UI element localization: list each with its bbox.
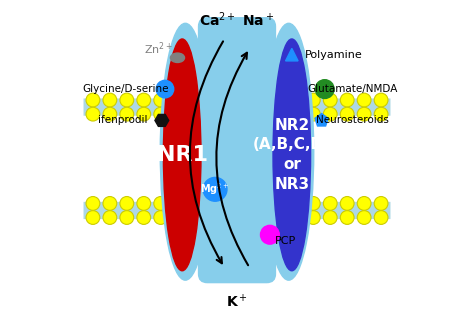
Circle shape	[255, 93, 269, 107]
Circle shape	[357, 211, 371, 224]
Circle shape	[261, 225, 279, 244]
Polygon shape	[315, 113, 328, 126]
Ellipse shape	[264, 23, 314, 280]
Circle shape	[255, 107, 269, 121]
Circle shape	[306, 197, 320, 210]
Circle shape	[171, 93, 184, 107]
Circle shape	[188, 197, 201, 210]
Circle shape	[323, 93, 337, 107]
Text: Zn$^{2+}$: Zn$^{2+}$	[144, 40, 173, 57]
Text: NR1: NR1	[157, 145, 208, 165]
Circle shape	[290, 93, 303, 107]
Circle shape	[273, 93, 286, 107]
Text: NR2
(A,B,C,D)
or
NR3: NR2 (A,B,C,D) or NR3	[253, 118, 331, 192]
Polygon shape	[155, 114, 169, 126]
FancyBboxPatch shape	[83, 99, 391, 116]
Circle shape	[255, 211, 269, 224]
Polygon shape	[285, 48, 298, 61]
Circle shape	[238, 93, 252, 107]
Circle shape	[357, 107, 371, 121]
Circle shape	[86, 107, 100, 121]
Circle shape	[357, 93, 371, 107]
Circle shape	[357, 197, 371, 210]
Circle shape	[374, 197, 388, 210]
Circle shape	[120, 93, 134, 107]
Circle shape	[103, 211, 117, 224]
Text: ifenprodil: ifenprodil	[98, 115, 147, 125]
Circle shape	[205, 93, 219, 107]
Circle shape	[154, 197, 168, 210]
Circle shape	[273, 211, 286, 224]
Ellipse shape	[273, 39, 310, 271]
Circle shape	[188, 211, 201, 224]
Circle shape	[86, 211, 100, 224]
Circle shape	[290, 211, 303, 224]
Circle shape	[86, 93, 100, 107]
Circle shape	[103, 107, 117, 121]
Circle shape	[154, 93, 168, 107]
Circle shape	[188, 93, 201, 107]
Circle shape	[137, 197, 151, 210]
Text: Neurosteroids: Neurosteroids	[317, 115, 389, 125]
FancyBboxPatch shape	[83, 202, 391, 219]
Text: Glutamate/NMDA: Glutamate/NMDA	[308, 84, 398, 94]
Circle shape	[156, 80, 174, 98]
Circle shape	[222, 93, 236, 107]
Circle shape	[222, 197, 236, 210]
Text: Mg$^{2+}$: Mg$^{2+}$	[201, 181, 230, 197]
Circle shape	[154, 107, 168, 121]
Circle shape	[374, 107, 388, 121]
Ellipse shape	[160, 23, 210, 280]
Circle shape	[222, 211, 236, 224]
Circle shape	[238, 107, 252, 121]
Circle shape	[222, 107, 236, 121]
Circle shape	[306, 93, 320, 107]
Text: Glycine/D-serine: Glycine/D-serine	[82, 84, 169, 94]
Circle shape	[238, 211, 252, 224]
Circle shape	[315, 80, 334, 99]
Circle shape	[323, 197, 337, 210]
Circle shape	[255, 197, 269, 210]
Circle shape	[205, 211, 219, 224]
Circle shape	[203, 177, 227, 201]
Circle shape	[374, 93, 388, 107]
Circle shape	[120, 107, 134, 121]
Circle shape	[290, 107, 303, 121]
Text: Polyamine: Polyamine	[305, 50, 363, 60]
Circle shape	[340, 93, 354, 107]
Circle shape	[273, 197, 286, 210]
Circle shape	[171, 211, 184, 224]
Text: Ca$^{2+}$ Na$^+$: Ca$^{2+}$ Na$^+$	[200, 11, 274, 29]
Circle shape	[154, 211, 168, 224]
Circle shape	[340, 211, 354, 224]
Circle shape	[188, 107, 201, 121]
Circle shape	[120, 211, 134, 224]
Circle shape	[205, 197, 219, 210]
Circle shape	[103, 93, 117, 107]
Circle shape	[340, 197, 354, 210]
Ellipse shape	[164, 39, 201, 271]
Circle shape	[323, 107, 337, 121]
Circle shape	[120, 197, 134, 210]
Circle shape	[374, 211, 388, 224]
Ellipse shape	[171, 53, 184, 63]
Text: PCP: PCP	[275, 236, 296, 246]
Circle shape	[306, 211, 320, 224]
Circle shape	[238, 197, 252, 210]
Circle shape	[205, 107, 219, 121]
Circle shape	[171, 197, 184, 210]
Circle shape	[273, 107, 286, 121]
Circle shape	[306, 107, 320, 121]
Circle shape	[137, 93, 151, 107]
Circle shape	[323, 211, 337, 224]
FancyBboxPatch shape	[198, 17, 276, 283]
Circle shape	[171, 107, 184, 121]
Circle shape	[340, 107, 354, 121]
Text: K$^+$: K$^+$	[226, 294, 248, 311]
Circle shape	[137, 107, 151, 121]
Circle shape	[137, 211, 151, 224]
Circle shape	[86, 197, 100, 210]
Circle shape	[290, 197, 303, 210]
Circle shape	[103, 197, 117, 210]
